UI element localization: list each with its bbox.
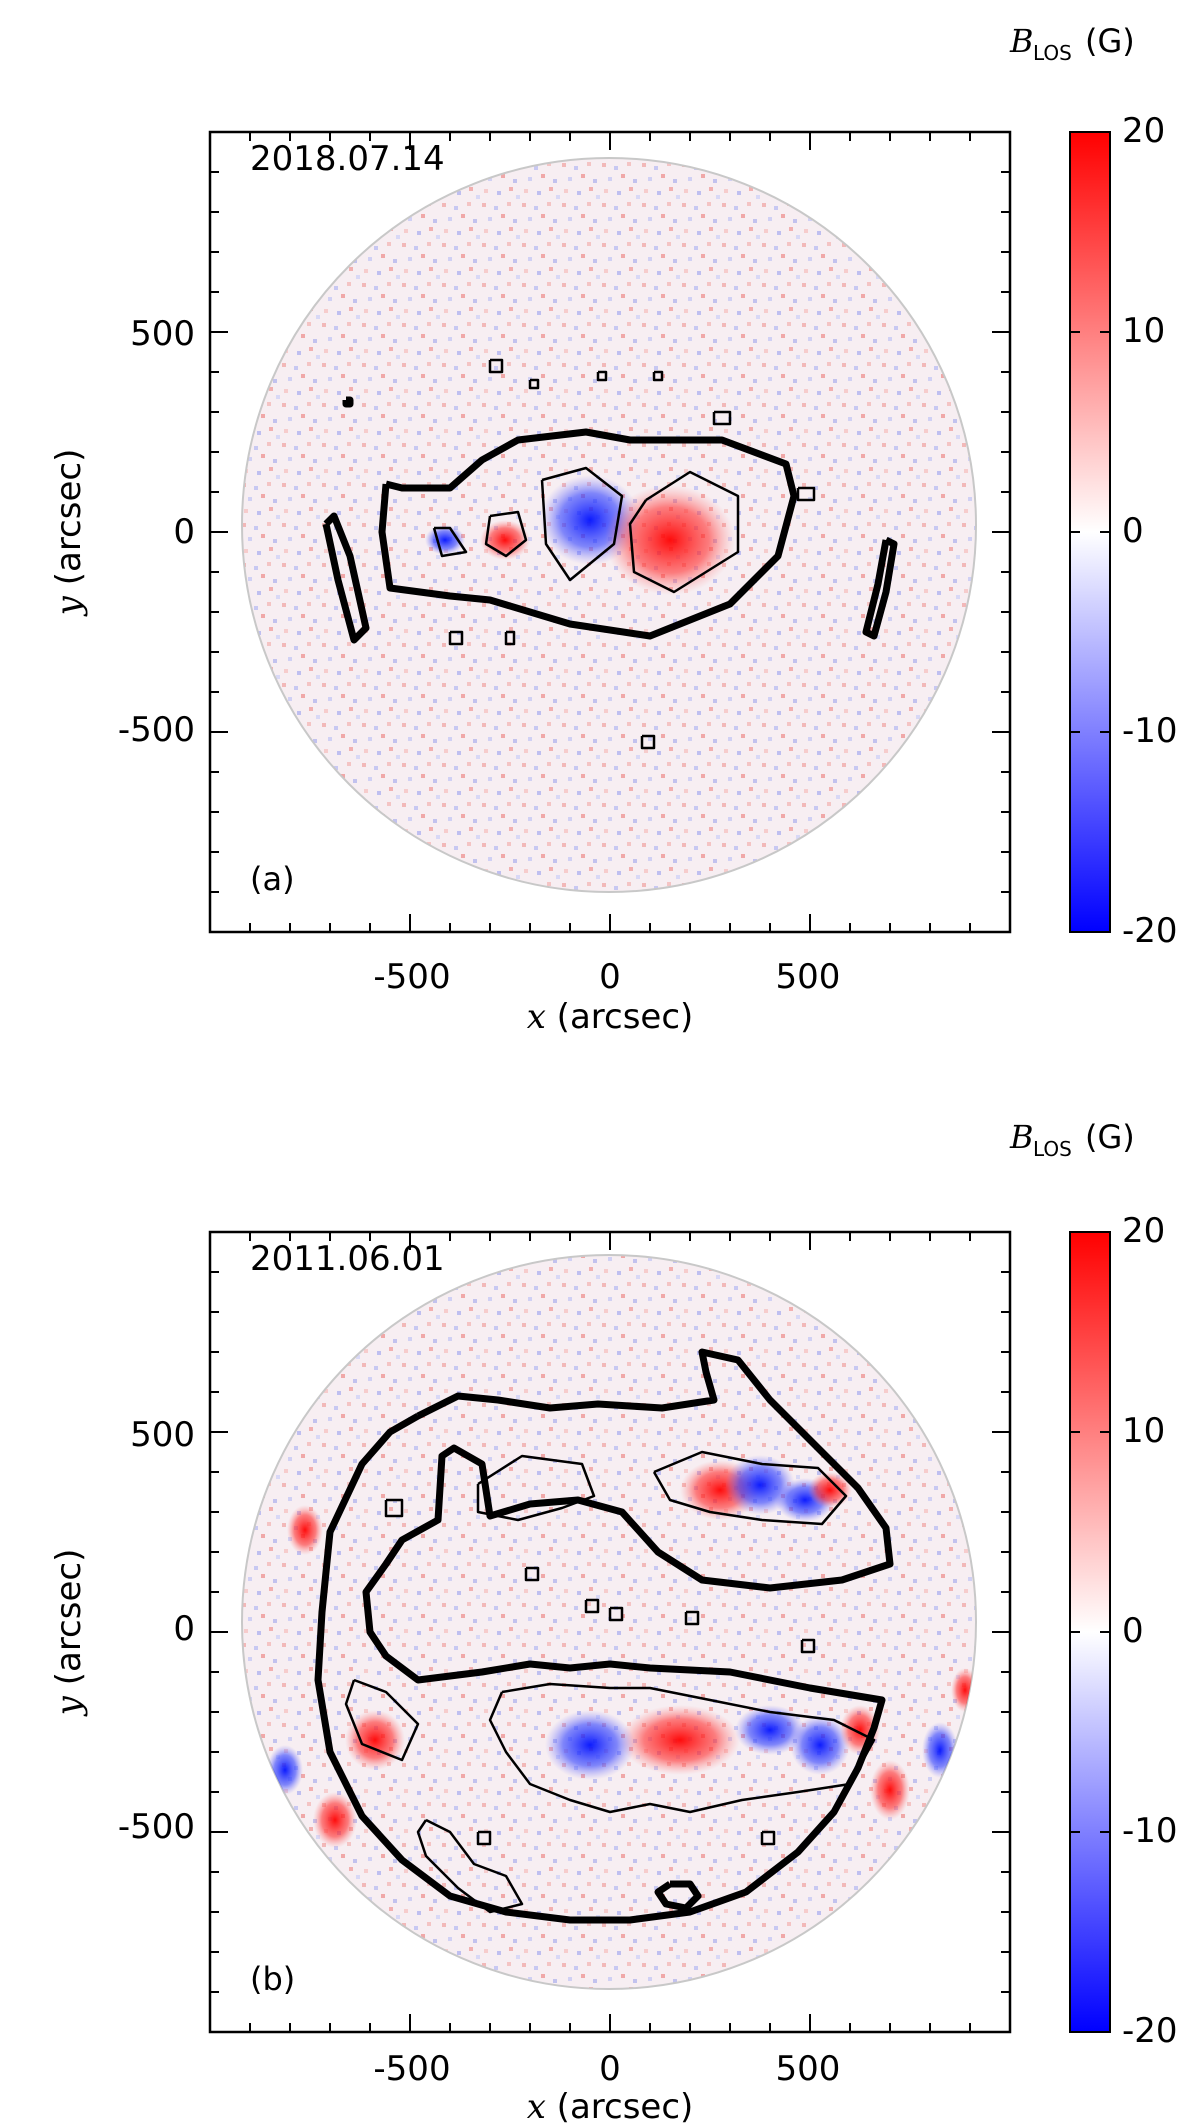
panel-a-contour-10 bbox=[596, 370, 608, 382]
panel-b-cbar-tick-0: 0 bbox=[1122, 1611, 1144, 1651]
panel-b-colorbar-ticks bbox=[1070, 1231, 1110, 2033]
panel-b-contour-10 bbox=[608, 1606, 624, 1622]
panel-b-cbar-tick-10: 10 bbox=[1122, 1411, 1165, 1451]
panel-a-contour-3 bbox=[342, 396, 354, 408]
panel-a-axis-ticks bbox=[210, 132, 1010, 932]
panel-b-positive-region-south bbox=[620, 1705, 740, 1775]
panel-b-ytick-label-500: 500 bbox=[130, 1415, 195, 1455]
panel-a-xtick-label-0: 0 bbox=[599, 957, 621, 997]
panel-b-colorbar-title: B LOS (G) bbox=[1009, 1118, 1135, 1161]
panel-b-contour-14 bbox=[760, 1830, 776, 1846]
panel-b-cbar-label-var: B bbox=[1009, 1118, 1034, 1156]
panel-a-contour-15 bbox=[640, 734, 656, 750]
panel-b-negative-region-south bbox=[545, 1710, 635, 1780]
panel-a-cbar-label-unit: (G) bbox=[1085, 22, 1135, 60]
panel-b-ytick-label-0: 0 bbox=[173, 1609, 195, 1649]
panel-b-yaxis-label: y (arcsec) bbox=[49, 1549, 89, 1718]
panel-b-contour-7 bbox=[384, 1498, 404, 1518]
panel-b-xtick-label-neg500: -500 bbox=[373, 2049, 450, 2089]
panel-b-xtick-label-0: 0 bbox=[599, 2049, 621, 2089]
panel-b-contour-6 bbox=[416, 1818, 524, 1914]
panel-a-contour-14 bbox=[504, 630, 516, 646]
panel-a-positive-patch bbox=[480, 520, 530, 560]
panel-a-contour-4 bbox=[540, 466, 624, 582]
panel-a-contour-5 bbox=[628, 470, 740, 594]
panel-b-contour-13 bbox=[476, 1830, 492, 1846]
panel-b-contours bbox=[314, 1348, 894, 1924]
panel-a-colorbar-title: B LOS (G) bbox=[1009, 22, 1135, 65]
panel-b-contour-2 bbox=[476, 1454, 596, 1522]
panel-a-contour-8 bbox=[488, 358, 504, 374]
panel-a-cbar-label-var: B bbox=[1009, 22, 1034, 60]
panel-b-contour-8 bbox=[524, 1566, 540, 1582]
panel-b-limb-positive-east bbox=[870, 1760, 910, 1820]
panel-b-contour-5 bbox=[488, 1682, 876, 1814]
panel-b-date-label: 2011.06.01 bbox=[250, 1239, 445, 1279]
panel-b-contour-9 bbox=[584, 1598, 600, 1614]
panel-b-axis-ticks bbox=[210, 1232, 1010, 2032]
panel-b-ytick-label-neg500: -500 bbox=[118, 1807, 195, 1847]
panel-a-xtick-label-500: 500 bbox=[776, 957, 841, 997]
panel-b-xaxis-label: x (arcsec) bbox=[527, 2087, 694, 2124]
panel-a-colorbar-ticks bbox=[1070, 131, 1110, 933]
panel-a-contour-6 bbox=[484, 510, 528, 558]
panel-a-cbar-tick-10: 10 bbox=[1122, 311, 1165, 351]
panel-b-solar-disk bbox=[241, 1254, 977, 1990]
panel-a-ytick-label-500: 500 bbox=[130, 314, 195, 354]
panel-b-positive-patch-north-east bbox=[808, 1472, 852, 1508]
panel-a-contour-1 bbox=[322, 512, 370, 644]
panel-a-cbar-tick-20: 20 bbox=[1122, 111, 1165, 151]
panel-a-contour-7 bbox=[432, 526, 468, 558]
panel-b: B LOS (G) bbox=[49, 1118, 1178, 2127]
panel-a-contours bbox=[322, 358, 898, 750]
panel-a-positive-polarity-region bbox=[605, 485, 735, 595]
panel-b-contour-3 bbox=[652, 1450, 848, 1526]
panel-a-contour-9 bbox=[528, 378, 540, 390]
panel-a-yaxis-label: y (arcsec) bbox=[49, 449, 89, 618]
panel-b-negative-patch-south-east bbox=[790, 1715, 850, 1775]
panel-b-cbar-tick-neg20: -20 bbox=[1122, 2011, 1178, 2051]
panel-b-positive-patch-south-west bbox=[345, 1710, 405, 1770]
panel-b-cbar-label-sub: LOS bbox=[1033, 1137, 1072, 1161]
panel-b-contour-12 bbox=[800, 1638, 816, 1654]
panel-a-contour-13 bbox=[448, 630, 464, 646]
panel-a-solar-disk bbox=[241, 157, 977, 893]
panel-b-limb-positive-east-edge bbox=[951, 1668, 976, 1712]
panel-a-contour-2 bbox=[862, 536, 898, 640]
panel-b-contour-11 bbox=[684, 1610, 700, 1626]
panel-b-contour-4 bbox=[344, 1678, 420, 1762]
panel-b-cbar-tick-neg10: -10 bbox=[1122, 1811, 1178, 1851]
panel-b-negative-patch-south bbox=[735, 1705, 805, 1755]
panel-a-contour-12 bbox=[712, 410, 732, 426]
panel-a-ytick-label-0: 0 bbox=[173, 512, 195, 552]
panel-b-xtick-label-500: 500 bbox=[776, 2049, 841, 2089]
panel-a-xaxis-label: x (arcsec) bbox=[527, 997, 694, 1037]
panel-a-contour-16 bbox=[796, 486, 816, 502]
panel-b-cbar-label-unit: (G) bbox=[1085, 1118, 1135, 1156]
panel-a-xtick-label-neg500: -500 bbox=[373, 957, 450, 997]
panel-a-cbar-label-sub: LOS bbox=[1033, 41, 1072, 65]
panel-b-limb-negative-east bbox=[922, 1722, 958, 1778]
panel-a: B LOS (G) 2018.07.14 (a) -500 0 500 500 … bbox=[49, 22, 1178, 1037]
panel-b-limb-positive-south-west bbox=[313, 1792, 357, 1848]
panel-b-limb-positive-west bbox=[287, 1505, 323, 1555]
panel-a-contour-11 bbox=[652, 370, 664, 382]
panel-a-cbar-tick-neg10: -10 bbox=[1122, 711, 1178, 751]
panel-b-contour-1 bbox=[654, 1880, 702, 1912]
panel-a-cbar-tick-0: 0 bbox=[1122, 511, 1144, 551]
panel-a-contour-0 bbox=[378, 428, 798, 640]
panel-a-date-label: 2018.07.14 bbox=[250, 139, 445, 179]
panel-a-ytick-label-neg500: -500 bbox=[118, 710, 195, 750]
panel-b-panel-label: (b) bbox=[250, 1960, 295, 1998]
panel-a-panel-label: (a) bbox=[250, 860, 295, 898]
panel-b-cbar-tick-20: 20 bbox=[1122, 1211, 1165, 1251]
panel-a-cbar-tick-neg20: -20 bbox=[1122, 911, 1178, 951]
panel-b-contour-0 bbox=[314, 1348, 894, 1924]
